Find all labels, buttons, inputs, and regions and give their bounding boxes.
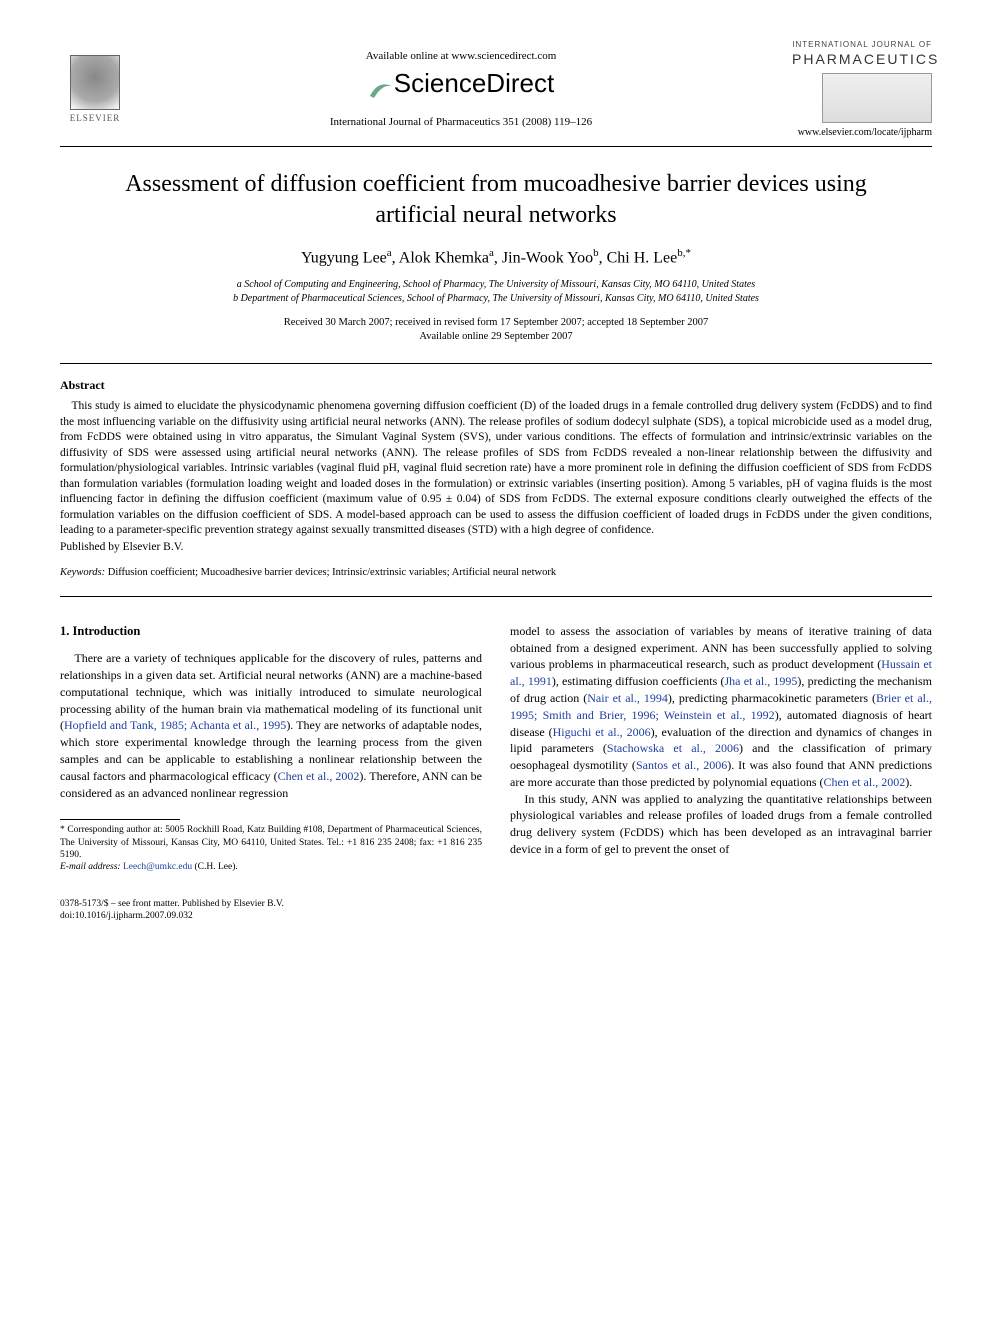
footer-line2: doi:10.1016/j.ijpharm.2007.09.032 <box>60 910 932 922</box>
footnote-rule <box>60 819 180 820</box>
text-run: ). <box>905 775 912 789</box>
available-online-text: Available online at www.sciencedirect.co… <box>130 50 792 62</box>
abstract-copyright: Published by Elsevier B.V. <box>60 541 932 553</box>
citation-link[interactable]: Stachowska et al., 2006 <box>607 741 739 755</box>
journal-citation: International Journal of Pharmaceutics 3… <box>130 116 792 128</box>
email-tail: (C.H. Lee). <box>192 862 238 872</box>
ijp-cover-thumb <box>822 73 932 123</box>
intro-para-1-cont: model to assess the association of varia… <box>510 623 932 791</box>
dates-line1: Received 30 March 2007; received in revi… <box>60 316 932 331</box>
citation-link[interactable]: Hopfield and Tank, 1985; Achanta et al.,… <box>64 718 286 732</box>
ijp-small-label: INTERNATIONAL JOURNAL OF <box>792 40 932 49</box>
text-run: ), predicting pharmacokinetic parameters… <box>668 691 876 705</box>
email-label: E-mail address: <box>60 862 121 872</box>
section-heading-intro: 1. Introduction <box>60 623 482 641</box>
text-run: ), estimating diffusion coefficients ( <box>552 674 725 688</box>
affiliation-b: b Department of Pharmaceutical Sciences,… <box>60 292 932 306</box>
dates: Received 30 March 2007; received in revi… <box>60 316 932 345</box>
rule-top <box>60 146 932 147</box>
authors: Yugyung Leea, Alok Khemkaa, Jin-Wook Yoo… <box>60 247 932 267</box>
text-run: model to assess the association of varia… <box>510 624 932 672</box>
dates-line2: Available online 29 September 2007 <box>60 330 932 345</box>
citation-link[interactable]: Santos et al., 2006 <box>636 758 727 772</box>
rule-abstract-top <box>60 363 932 364</box>
sd-logo-text: ScienceDirect <box>394 68 554 98</box>
body-columns: 1. Introduction There are a variety of t… <box>60 623 932 874</box>
elsevier-logo: ELSEVIER <box>60 49 130 129</box>
keywords: Keywords: Diffusion coefficient; Mucoadh… <box>60 567 932 578</box>
keywords-label: Keywords: <box>60 567 105 578</box>
abstract-heading: Abstract <box>60 378 932 393</box>
intro-para-2: In this study, ANN was applied to analyz… <box>510 791 932 858</box>
header-row: ELSEVIER Available online at www.science… <box>60 40 932 138</box>
citation-link[interactable]: Higuchi et al., 2006 <box>553 725 651 739</box>
footer-doi: 0378-5173/$ – see front matter. Publishe… <box>60 898 932 923</box>
email-line: E-mail address: Leech@umkc.edu (C.H. Lee… <box>60 861 482 873</box>
elsevier-label: ELSEVIER <box>70 113 121 123</box>
affiliation-a: a School of Computing and Engineering, S… <box>60 278 932 292</box>
journal-url[interactable]: www.elsevier.com/locate/ijpharm <box>792 127 932 138</box>
article-title: Assessment of diffusion coefficient from… <box>100 169 892 231</box>
citation-link[interactable]: Chen et al., 2002 <box>824 775 906 789</box>
sciencedirect-logo: ScienceDirect <box>130 68 792 101</box>
ijp-title: PHARMACEUTICS <box>792 51 932 67</box>
column-right: model to assess the association of varia… <box>510 623 932 874</box>
citation-link[interactable]: Nair et al., 1994 <box>587 691 668 705</box>
keywords-text: Diffusion coefficient; Mucoadhesive barr… <box>105 567 556 578</box>
citation-link[interactable]: Jha et al., 1995 <box>725 674 798 688</box>
corresponding-author-note: * Corresponding author at: 5005 Rockhill… <box>60 824 482 861</box>
email-link[interactable]: Leech@umkc.edu <box>123 862 192 872</box>
header-center: Available online at www.sciencedirect.co… <box>130 50 792 127</box>
elsevier-tree-icon <box>70 55 120 110</box>
intro-para-1: There are a variety of techniques applic… <box>60 650 482 801</box>
sd-swoosh-icon <box>368 76 394 102</box>
citation-link[interactable]: Chen et al., 2002 <box>278 769 360 783</box>
rule-abstract-bottom <box>60 596 932 597</box>
abstract-body: This study is aimed to elucidate the phy… <box>60 399 932 539</box>
footer-line1: 0378-5173/$ – see front matter. Publishe… <box>60 898 932 910</box>
journal-logo-block: INTERNATIONAL JOURNAL OF PHARMACEUTICS w… <box>792 40 932 138</box>
column-left: 1. Introduction There are a variety of t… <box>60 623 482 874</box>
